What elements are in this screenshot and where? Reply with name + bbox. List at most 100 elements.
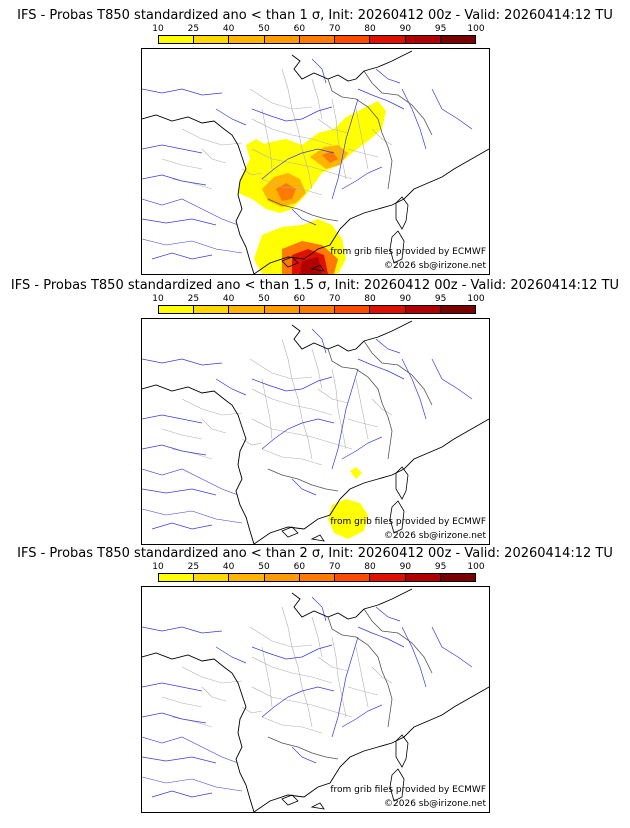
scale-swatch bbox=[370, 306, 406, 313]
scale-swatch bbox=[194, 36, 230, 43]
probability-area bbox=[370, 105, 384, 121]
probability-overlay bbox=[328, 467, 368, 539]
admin-boundary bbox=[347, 418, 379, 428]
copyright-credit: ©2026 sb@irizone.net bbox=[384, 261, 486, 271]
river bbox=[215, 108, 247, 126]
admin-boundary bbox=[317, 656, 349, 672]
map-panel-1: IFS - Probas T850 standardized ano < tha… bbox=[0, 8, 630, 282]
island bbox=[310, 534, 325, 542]
admin-boundary bbox=[171, 178, 213, 190]
river bbox=[142, 358, 223, 366]
admin-boundary bbox=[249, 88, 313, 110]
scale-swatch bbox=[264, 306, 300, 313]
island bbox=[281, 256, 299, 268]
scale-tick-label: 100 bbox=[467, 294, 485, 304]
admin-boundary bbox=[371, 398, 393, 416]
map-panel-2: IFS - Probas T850 standardized ano < tha… bbox=[0, 278, 630, 552]
map-svg bbox=[142, 50, 489, 274]
river bbox=[251, 106, 333, 122]
river bbox=[251, 376, 333, 392]
scale-swatch bbox=[159, 574, 195, 581]
scale-tick-label: 70 bbox=[328, 562, 341, 572]
scale-swatch bbox=[335, 36, 371, 43]
probability-area bbox=[276, 183, 296, 201]
scale-tick-label: 50 bbox=[258, 562, 270, 572]
color-scale-labels: 10 25 40 50 60 70 80 90 95 100 bbox=[152, 294, 484, 305]
scale-tick-label: 10 bbox=[152, 24, 164, 34]
scale-tick-label: 25 bbox=[187, 562, 200, 572]
river bbox=[331, 636, 359, 738]
map-panel-3: IFS - Probas T850 standardized ano < tha… bbox=[0, 546, 630, 820]
river bbox=[331, 368, 359, 470]
river bbox=[431, 626, 473, 668]
scale-swatch bbox=[405, 306, 441, 313]
river bbox=[251, 644, 333, 660]
river bbox=[291, 208, 317, 226]
river bbox=[142, 626, 223, 634]
basemap bbox=[142, 588, 489, 812]
scale-swatch bbox=[194, 574, 230, 581]
color-scale-labels: 10 25 40 50 60 70 80 90 95 100 bbox=[152, 562, 484, 573]
basemap bbox=[142, 50, 489, 274]
scale-swatch bbox=[229, 574, 265, 581]
river bbox=[142, 88, 223, 96]
island bbox=[389, 768, 405, 802]
scale-swatch bbox=[229, 306, 265, 313]
admin-boundary bbox=[311, 616, 323, 658]
admin-boundary bbox=[249, 626, 313, 648]
scale-tick-label: 40 bbox=[222, 24, 235, 34]
scale-swatch bbox=[264, 36, 300, 43]
source-credit: from grib files provided by ECMWF bbox=[330, 785, 486, 795]
country-border bbox=[363, 70, 433, 136]
island bbox=[395, 196, 409, 230]
river bbox=[142, 144, 203, 154]
copyright-credit: ©2026 sb@irizone.net bbox=[384, 799, 486, 809]
scale-tick-label: 25 bbox=[187, 24, 200, 34]
scale-tick-label: 95 bbox=[434, 562, 447, 572]
copyright-credit: ©2026 sb@irizone.net bbox=[384, 531, 486, 541]
river bbox=[291, 478, 317, 496]
admin-boundary bbox=[201, 148, 227, 164]
scale-swatch bbox=[370, 574, 406, 581]
admin-boundary bbox=[355, 108, 369, 170]
scale-tick-label: 10 bbox=[152, 562, 164, 572]
scale-swatch bbox=[440, 36, 475, 43]
panel-title: IFS - Probas T850 standardized ano < tha… bbox=[10, 278, 620, 293]
scale-tick-label: 25 bbox=[187, 294, 200, 304]
scale-tick-label: 40 bbox=[222, 562, 235, 572]
scale-tick-label: 90 bbox=[399, 24, 412, 34]
probability-map: from grib files provided by ECMWF ©2026 … bbox=[141, 586, 490, 813]
river bbox=[142, 444, 207, 456]
scale-swatch bbox=[299, 574, 336, 581]
country-border bbox=[363, 340, 433, 406]
scale-tick-label: 60 bbox=[293, 294, 306, 304]
panel-title: IFS - Probas T850 standardized ano < tha… bbox=[17, 8, 613, 23]
admin-boundary bbox=[261, 108, 273, 170]
country-border bbox=[327, 348, 393, 460]
river bbox=[261, 686, 335, 718]
admin-boundary bbox=[201, 686, 227, 702]
scale-tick-label: 50 bbox=[258, 294, 270, 304]
scale-swatch bbox=[159, 36, 195, 43]
river bbox=[261, 418, 335, 450]
scale-tick-label: 50 bbox=[258, 24, 270, 34]
country-border bbox=[327, 78, 393, 190]
river bbox=[215, 646, 247, 664]
scale-swatch bbox=[335, 574, 371, 581]
admin-boundary bbox=[355, 378, 369, 440]
admin-boundary bbox=[317, 388, 349, 404]
probability-area bbox=[328, 499, 368, 539]
river bbox=[142, 712, 207, 724]
color-scale-labels: 10 25 40 50 60 70 80 90 95 100 bbox=[152, 24, 484, 35]
admin-boundary bbox=[249, 358, 313, 380]
admin-boundary bbox=[347, 148, 379, 158]
island bbox=[310, 802, 325, 810]
river bbox=[431, 88, 473, 130]
island bbox=[281, 526, 299, 538]
river bbox=[291, 746, 317, 764]
color-scale-bar bbox=[158, 305, 476, 314]
admin-boundary bbox=[251, 148, 353, 180]
admin-boundary bbox=[311, 348, 323, 390]
admin-boundary bbox=[331, 98, 347, 180]
scale-swatch bbox=[194, 306, 230, 313]
